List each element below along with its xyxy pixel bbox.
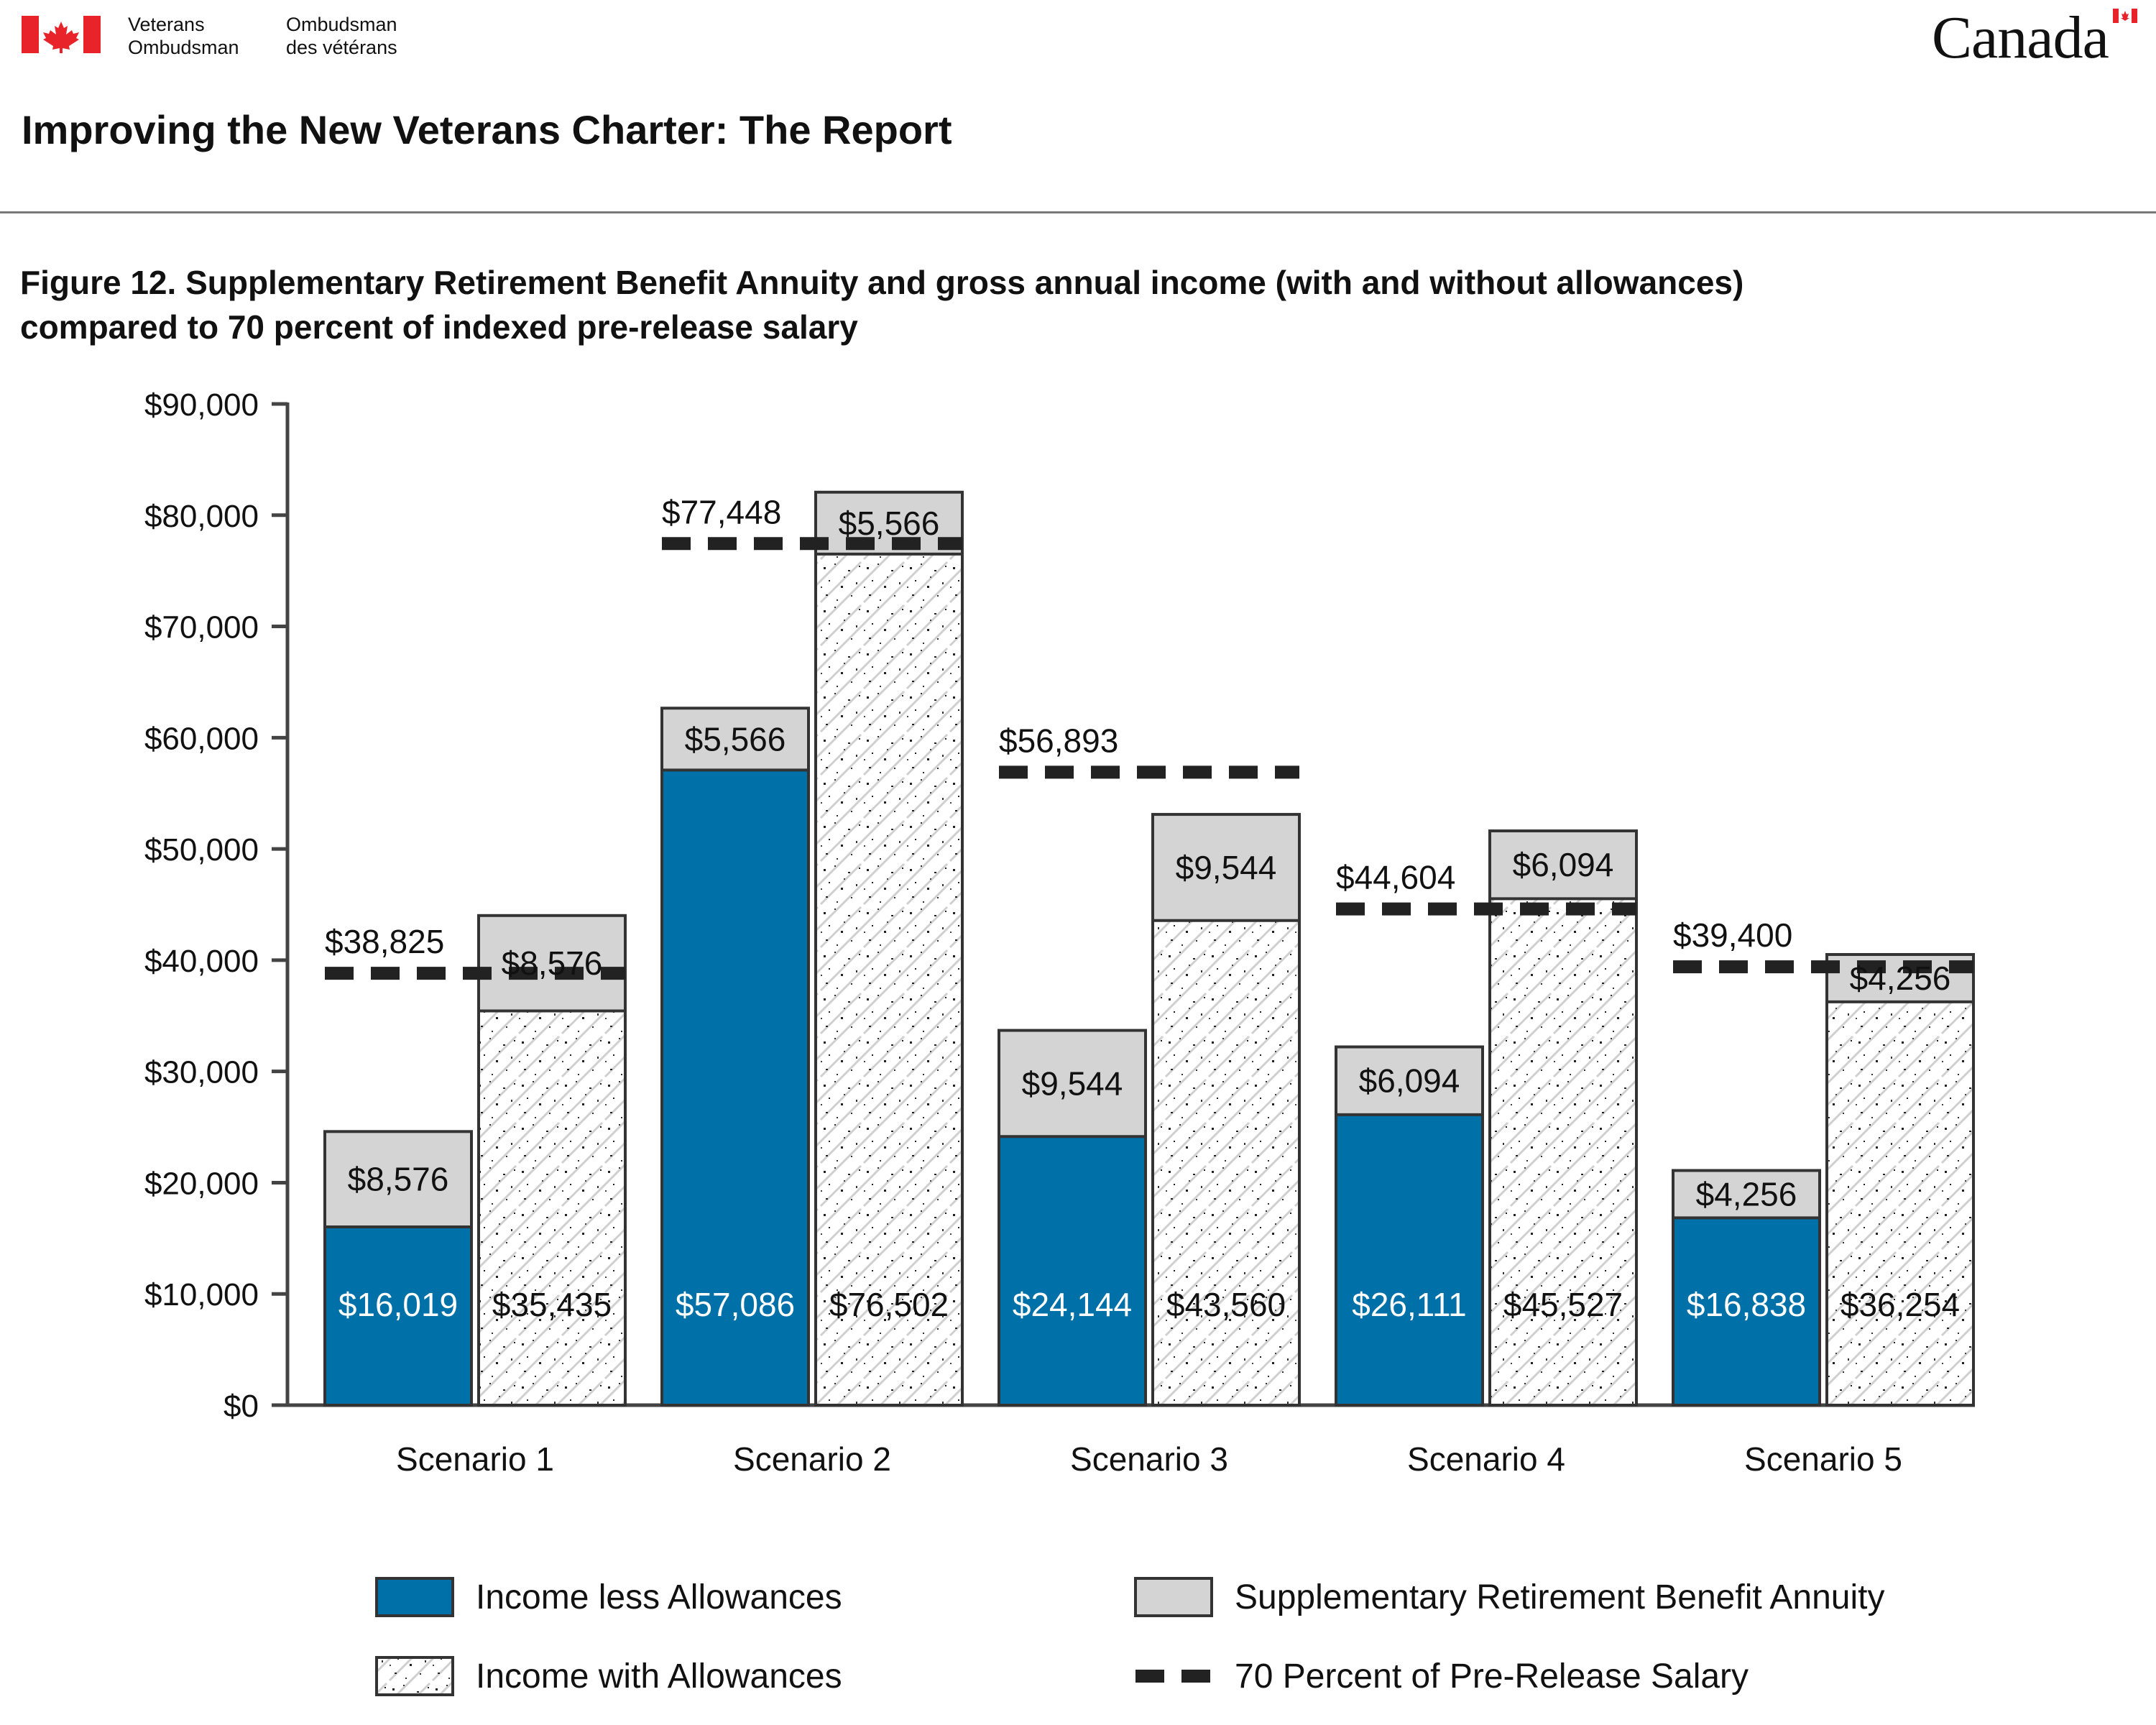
y-tick-label: $80,000	[144, 499, 259, 534]
y-tick-label: $10,000	[144, 1277, 259, 1312]
annuity-label-right: $4,256	[1850, 960, 1951, 997]
legend-threshold-label: 70 Percent of Pre-Release Salary	[1235, 1657, 1749, 1696]
figure-title: Figure 12. Supplementary Retirement Bene…	[20, 260, 2104, 349]
annuity-label-right: $5,566	[839, 505, 940, 542]
legend-annuity-label: Supplementary Retirement Benefit Annuity	[1235, 1578, 1885, 1616]
annuity-label-left: $6,094	[1359, 1062, 1460, 1100]
income-less-allowances-bar	[1336, 1114, 1483, 1405]
category-label: Scenario 1	[396, 1440, 554, 1478]
bar-outline	[814, 490, 964, 1407]
y-tick-label: $90,000	[144, 387, 259, 423]
legend-income-less-label: Income less Allowances	[476, 1578, 842, 1616]
income-less-label: $24,144	[1013, 1286, 1132, 1323]
threshold-lines	[325, 537, 1973, 980]
bars	[323, 490, 1975, 1407]
annuity-bar-segment	[479, 915, 625, 1011]
annuity-bar-segment	[1673, 1170, 1820, 1218]
y-tick-label: $40,000	[144, 944, 259, 979]
y-tick-label: $0	[224, 1389, 259, 1424]
threshold-label: $39,400	[1673, 916, 1792, 954]
page-header: Veterans Ombudsman Ombudsman des vétéran…	[0, 0, 2156, 72]
category-label: Scenario 4	[1407, 1440, 1565, 1478]
organization-name-french: Ombudsman des vétérans	[286, 13, 397, 59]
legend-income-with-swatch	[375, 1656, 454, 1696]
threshold-label: $44,604	[1336, 859, 1455, 896]
annuity-bar-segment	[999, 1030, 1146, 1137]
bar-outline	[1825, 952, 1975, 1407]
bar-outline	[660, 707, 810, 1407]
header-divider	[0, 211, 2156, 213]
income-less-allowances-bar	[325, 1227, 471, 1405]
legend-income-with-label: Income with Allowances	[476, 1657, 842, 1696]
annuity-bar-segment	[1490, 831, 1636, 899]
bar-outline	[477, 914, 627, 1407]
income-with-allowances-bar	[816, 553, 962, 1405]
category-label: Scenario 3	[1070, 1440, 1228, 1478]
bar-outline	[1335, 1045, 1484, 1407]
income-less-allowances-bar	[999, 1136, 1146, 1405]
annuity-label-left: $4,256	[1696, 1175, 1797, 1213]
annuity-bar-segment	[662, 708, 808, 770]
canada-flag-icon	[22, 16, 101, 53]
annuity-label-right: $9,544	[1176, 849, 1277, 886]
wordmark-flag-icon	[2113, 9, 2137, 23]
income-with-allowances-bar	[479, 1011, 625, 1405]
y-tick-label: $50,000	[144, 832, 259, 868]
annuity-label-right: $6,094	[1513, 846, 1614, 883]
income-with-allowances-bar	[1153, 920, 1299, 1405]
income-with-label: $35,435	[492, 1286, 612, 1323]
category-label: Scenario 5	[1744, 1440, 1902, 1478]
category-label: Scenario 2	[733, 1440, 891, 1478]
y-axis: $0 $10,000 $20,000 $30,000 $40,000 $50,000 $60…	[144, 387, 1975, 1424]
org-fr-line1: Ombudsman	[286, 14, 397, 35]
figure-title-line2: compared to 70 percent of indexed pre-re…	[20, 308, 858, 346]
organization-name-english: Veterans Ombudsman	[128, 13, 239, 59]
y-tick-label: $60,000	[144, 721, 259, 756]
income-with-allowances-bar	[1490, 898, 1636, 1405]
threshold-label: $56,893	[999, 722, 1118, 759]
income-less-label: $16,019	[338, 1286, 458, 1323]
income-with-label: $43,560	[1166, 1286, 1286, 1323]
y-tick-label: $30,000	[144, 1055, 259, 1090]
org-fr-line2: des vétérans	[286, 37, 397, 58]
bar-outline	[1488, 829, 1638, 1407]
legend-income-less-swatch	[375, 1577, 454, 1617]
figure-title-line1: Figure 12. Supplementary Retirement Bene…	[20, 264, 1744, 301]
income-less-label: $16,838	[1687, 1286, 1806, 1323]
bar-outline	[998, 1029, 1147, 1407]
annuity-bar-segment	[325, 1131, 471, 1228]
income-with-label: $76,502	[829, 1286, 949, 1323]
annuity-label-right: $8,576	[502, 944, 603, 982]
annuity-bar-segment	[1153, 814, 1299, 921]
income-with-label: $36,254	[1841, 1286, 1960, 1323]
legend: Income less Allowances Supplementary Reti…	[375, 1577, 1885, 1696]
income-less-label: $57,086	[676, 1286, 795, 1323]
y-tick-label: $70,000	[144, 610, 259, 645]
annuity-label-left: $9,544	[1022, 1064, 1123, 1102]
org-en-line1: Veterans	[128, 14, 205, 35]
threshold-label: $77,448	[662, 493, 781, 530]
legend-annuity-swatch	[1134, 1577, 1213, 1617]
bar-outline	[1151, 813, 1301, 1407]
value-labels: $38,825 $16,019 $35,435 $8,576 $8,576 $77,448…	[325, 493, 1960, 1323]
income-with-label: $45,527	[1503, 1286, 1623, 1323]
income-less-label: $26,111	[1352, 1286, 1466, 1323]
annuity-label-left: $8,576	[348, 1161, 449, 1198]
bar-outline	[1672, 1169, 1821, 1407]
annuity-bar-segment	[1336, 1046, 1483, 1115]
income-with-allowances-bar	[1827, 1001, 1973, 1405]
income-less-allowances-bar	[1673, 1218, 1820, 1405]
annuity-label-left: $5,566	[685, 720, 786, 758]
bar-outline	[323, 1130, 473, 1407]
org-en-line2: Ombudsman	[128, 37, 239, 58]
threshold-label: $38,825	[325, 923, 444, 960]
income-less-allowances-bar	[662, 770, 808, 1405]
x-axis-categories: Scenario 1 Scenario 2 Scenario 3 Scenario 4…	[396, 1440, 1902, 1478]
canada-wordmark: Canada	[1932, 4, 2109, 71]
report-title: Improving the New Veterans Charter: The …	[22, 107, 952, 152]
y-tick-label: $20,000	[144, 1166, 259, 1201]
